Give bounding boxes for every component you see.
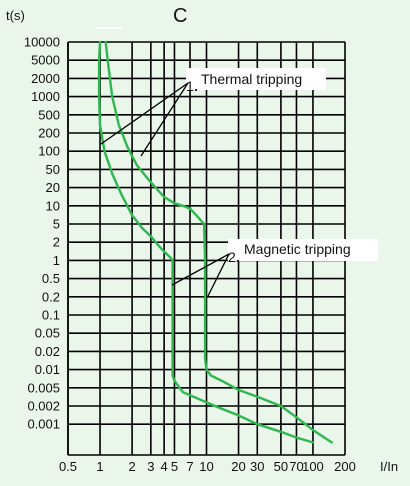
x-tick-label: 5 — [171, 459, 178, 474]
y-tick-label: 0.05 — [35, 326, 60, 341]
x-tick-label: 30 — [250, 459, 264, 474]
y-tick-label: 0.02 — [35, 344, 60, 359]
y-tick-label: 2000 — [31, 71, 60, 86]
y-tick-label: 0.002 — [27, 399, 60, 414]
annotation-2-leader-b — [207, 253, 230, 297]
annotation-1-dot — [194, 88, 198, 92]
chart-title: C — [173, 5, 187, 27]
y-tick-label: 0.001 — [27, 417, 60, 432]
annotation-1-text: Thermal tripping — [201, 71, 302, 87]
y-tick-label: 500 — [38, 107, 60, 122]
y-axis-label: t(s) — [6, 8, 25, 23]
x-tick-label: 0.5 — [59, 459, 77, 474]
y-tick-label: 10000 — [24, 35, 60, 50]
annotation-2-text: Magnetic tripping — [244, 241, 351, 257]
y-tick-label: 1000 — [31, 89, 60, 104]
curve-2 — [104, 40, 333, 444]
x-tick-label: 10 — [199, 459, 213, 474]
annotation-2-dot — [236, 259, 240, 263]
y-tick-label: 5000 — [31, 53, 60, 68]
x-tick-label: 50 — [274, 459, 288, 474]
annotation-1-leader-a — [100, 82, 189, 145]
y-tick-label: 0.5 — [42, 271, 60, 286]
x-tick-label: 1 — [96, 459, 103, 474]
annotation-1-leader-b — [140, 82, 189, 157]
y-tick-label: 0.1 — [42, 308, 60, 323]
x-tick-label: 20 — [231, 459, 245, 474]
annotations: 1 Thermal tripping 2 Magnetic tripping — [100, 68, 378, 297]
y-tick-label: 50 — [46, 162, 60, 177]
y-tick-label: 0.01 — [35, 362, 60, 377]
y-tick-label: 2 — [53, 235, 60, 250]
x-tick-label: 4 — [161, 459, 168, 474]
y-tick-label: 10 — [46, 198, 60, 213]
y-tick-label: 0.2 — [42, 289, 60, 304]
y-tick-label: 200 — [38, 126, 60, 141]
tick-labels: 10000 5000 2000 1000 500 200 100 50 20 10 5 2 1 0.5 0.… — [24, 35, 356, 475]
y-tick-label: 100 — [38, 144, 60, 159]
annotation-2-number: 2 — [228, 249, 236, 265]
y-tick-label: 5 — [53, 217, 60, 232]
x-tick-label: 2 — [128, 459, 135, 474]
x-tick-label: 100 — [302, 459, 324, 474]
x-tick-label: 3 — [147, 459, 154, 474]
x-tick-label: 200 — [334, 459, 356, 474]
annotation-2-leader-a — [171, 253, 230, 286]
y-tick-label: 0.005 — [27, 380, 60, 395]
y-tick-label: 1 — [53, 253, 60, 268]
annotation-1-number: 1 — [186, 78, 194, 94]
annotation-2-box — [228, 239, 378, 261]
curves — [97, 40, 333, 444]
x-axis-label: I/In — [380, 459, 398, 474]
curve-1 — [97, 40, 315, 444]
annotation-1-box — [186, 68, 326, 90]
x-tick-label: 70 — [289, 459, 303, 474]
grid — [67, 27, 346, 456]
y-tick-label: 20 — [46, 180, 60, 195]
x-tick-label: 7 — [186, 459, 193, 474]
